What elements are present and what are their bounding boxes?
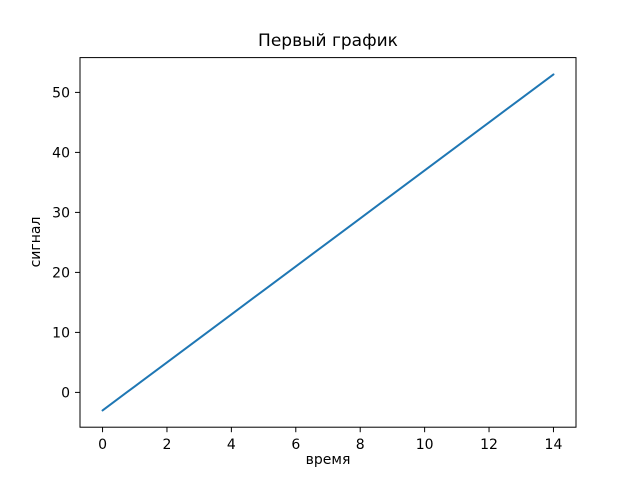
- y-axis-label: сигнал: [28, 217, 44, 268]
- x-tick-label: 4: [227, 437, 236, 453]
- x-axis-ticks: 0 2 4 6 8 10 12 14: [98, 427, 562, 453]
- x-tick-label: 8: [356, 437, 365, 453]
- x-tick-label: 14: [545, 437, 563, 453]
- y-axis-ticks: 0 10 20 30 40 50: [52, 85, 80, 401]
- y-tick-label: 20: [52, 265, 70, 281]
- y-tick-label: 40: [52, 145, 70, 161]
- y-tick-label: 50: [52, 85, 70, 101]
- x-tick-label: 6: [291, 437, 300, 453]
- chart-title: Первый график: [258, 31, 398, 51]
- x-tick-label: 10: [416, 437, 434, 453]
- y-tick-label: 0: [61, 385, 70, 401]
- x-tick-label: 0: [98, 437, 107, 453]
- axes-border: [79, 57, 577, 428]
- data-line: [101, 73, 555, 412]
- x-tick-label: 12: [480, 437, 498, 453]
- data-series: [101, 73, 555, 412]
- x-axis-label: время: [306, 452, 351, 468]
- x-tick-label: 2: [163, 437, 172, 453]
- y-tick-label: 10: [52, 325, 70, 341]
- y-tick-label: 30: [52, 205, 70, 221]
